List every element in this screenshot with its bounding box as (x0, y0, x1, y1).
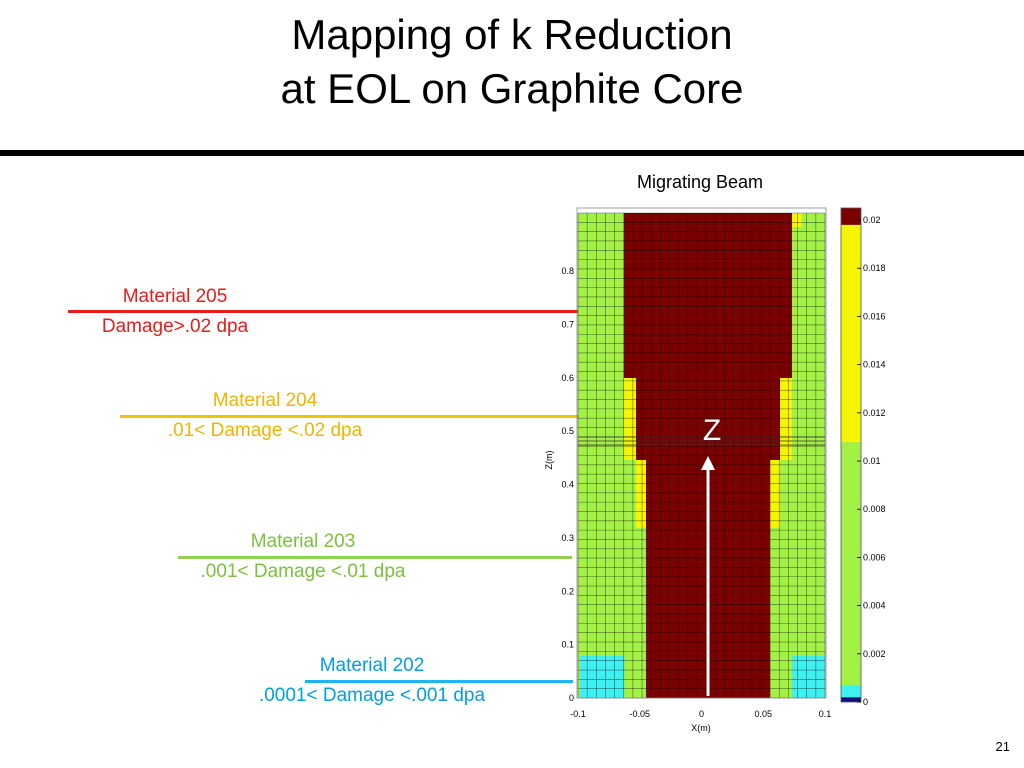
y-tick-label: 0.2 (561, 586, 574, 596)
material-202-cell (580, 656, 624, 698)
material-204-cell (791, 213, 802, 227)
colorbar-tick-label: 0.014 (863, 360, 886, 370)
material-202-cell (792, 656, 825, 698)
colorbar-tick-label: 0.008 (863, 504, 886, 514)
colorbar-segment (841, 441, 861, 686)
y-tick-label: 0 (569, 693, 574, 703)
x-tick-label: 0.1 (819, 709, 832, 719)
x-tick-label: 0.05 (754, 709, 772, 719)
colorbar-tick-label: 0 (863, 697, 868, 707)
colorbar-tick-label: 0.012 (863, 408, 886, 418)
material-204-name: Material 204 (212, 390, 318, 411)
material-202-leader-line (305, 680, 573, 683)
z-axis-marker: Z (703, 414, 721, 447)
material-205-label: Material 205 Damage>.02 dpa (60, 282, 290, 342)
colorbar-tick-label: 0.01 (863, 456, 881, 466)
page-number: 21 (995, 739, 1010, 754)
material-202-label: Material 202 .0001< Damage <.001 dpa (222, 651, 522, 711)
colorbar-segment (841, 208, 861, 225)
x-tick-label: 0 (699, 709, 704, 719)
material-204-range: .01< Damage <.02 dpa (167, 420, 363, 441)
y-tick-label: 0.7 (561, 319, 574, 329)
colorbar-tick-label: 0.02 (863, 215, 881, 225)
material-204-cell (636, 460, 646, 528)
material-204-leader-line (120, 415, 630, 418)
colorbar-segment (841, 697, 861, 702)
arrow-head-icon (701, 456, 715, 470)
x-tick-label: -0.1 (570, 709, 586, 719)
y-tick-label: 0.1 (561, 640, 574, 650)
x-axis-label: X(m) (691, 723, 711, 733)
material-205-name: Material 205 (122, 286, 228, 307)
y-tick-label: 0.6 (561, 373, 574, 383)
title-divider (0, 150, 1024, 156)
y-tick-label: 0.8 (561, 266, 574, 276)
y-tick-label: 0.4 (561, 480, 574, 490)
material-205-range: Damage>.02 dpa (101, 316, 249, 337)
colorbar-tick-label: 0.004 (863, 601, 886, 611)
plot-frame (576, 207, 827, 699)
colorbar-tick-label: 0.016 (863, 311, 886, 321)
colorbar-tick-label: 0.018 (863, 263, 886, 273)
title-line-1: Mapping of k Reduction (291, 11, 733, 58)
material-202-name: Material 202 (319, 655, 425, 676)
plot-axes: -0.1 -0.05 0 0.05 0.1 0 0.1 0.2 0.3 0.4 0.5 0.6 0.7 0… (544, 207, 832, 733)
material-204-cell (770, 460, 780, 528)
material-205-leader-line (68, 310, 682, 313)
material-203-label: Material 203 .001< Damage <.01 dpa (168, 527, 438, 587)
material-202-range: .0001< Damage <.001 dpa (258, 685, 486, 706)
x-tick-label: -0.05 (629, 709, 650, 719)
y-tick-label: 0.3 (561, 533, 574, 543)
colorbar-segment (841, 224, 861, 442)
material-204-label: Material 204 .01< Damage <.02 dpa (120, 386, 410, 446)
migrating-beam-label: Migrating Beam (636, 172, 764, 192)
y-tick-label: 0.5 (561, 426, 574, 436)
material-203-leader-line (178, 556, 572, 559)
colorbar-frame (840, 207, 862, 703)
colorbar-segment (841, 685, 861, 698)
beam-direction: Z (701, 414, 721, 696)
core-mesh (577, 212, 826, 699)
colorbar-tick-label: 0.002 (863, 649, 886, 659)
material-203-range: .001< Damage <.01 dpa (200, 561, 406, 582)
material-203-name: Material 203 (250, 531, 356, 552)
y-axis-label: Z(m) (544, 451, 554, 470)
colorbar-tick-label: 0.006 (863, 552, 886, 562)
damage-colorbar: 0.02 0.018 0.016 0.014 0.012 0.01 0.008 0.006 0.… (840, 207, 886, 707)
material-204-cell (780, 378, 792, 460)
title-line-2: at EOL on Graphite Core (280, 65, 744, 112)
slide-title: Mapping of k Reduction at EOL on Graphit… (0, 8, 1024, 116)
